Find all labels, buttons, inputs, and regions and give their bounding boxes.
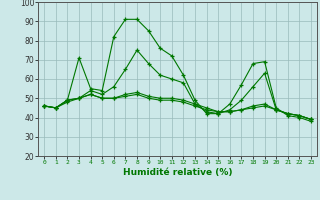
X-axis label: Humidité relative (%): Humidité relative (%) [123, 168, 232, 177]
